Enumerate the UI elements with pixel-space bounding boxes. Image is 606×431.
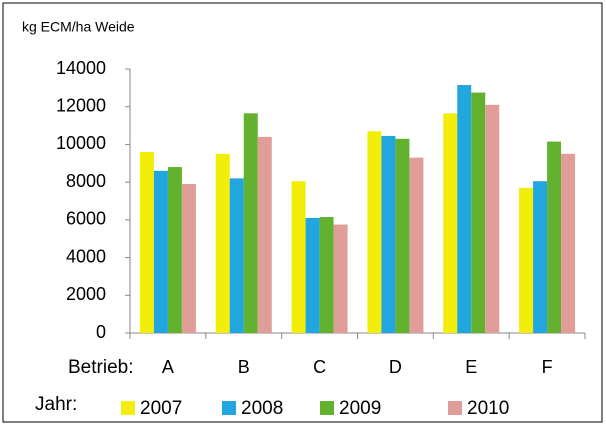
bar <box>139 151 154 333</box>
x-tick-label: F <box>542 357 553 377</box>
legend-swatch <box>222 401 236 415</box>
bar <box>457 85 472 334</box>
legend-swatch <box>121 401 135 415</box>
bar <box>167 167 182 333</box>
x-tick-label: A <box>162 357 174 377</box>
bar <box>561 153 576 333</box>
bar <box>367 131 382 333</box>
y-tick-label: 2000 <box>66 284 106 304</box>
bar <box>381 135 396 333</box>
y-tick-label: 10000 <box>56 133 106 153</box>
x-tick-label: D <box>389 357 402 377</box>
bar <box>443 113 458 333</box>
y-axis-title: kg ECM/ha Weide <box>22 19 135 35</box>
x-tick-label: C <box>313 357 326 377</box>
bar <box>471 92 486 333</box>
legend-title: Jahr: <box>35 394 77 415</box>
x-tick-label: E <box>465 357 477 377</box>
legend-swatch <box>320 401 334 415</box>
y-tick-label: 12000 <box>56 95 106 115</box>
bar <box>395 138 410 333</box>
bar <box>533 181 548 333</box>
legend-swatch <box>448 401 462 415</box>
bar <box>305 217 320 333</box>
y-tick-label: 14000 <box>56 58 106 78</box>
bar <box>153 170 168 333</box>
bar <box>319 217 334 333</box>
bar <box>181 184 196 333</box>
y-tick-label: 8000 <box>66 171 106 191</box>
legend-label: 2010 <box>467 398 509 419</box>
bar <box>485 104 500 333</box>
y-tick-label: 6000 <box>66 209 106 229</box>
bar <box>243 113 258 333</box>
x-tick-label: B <box>238 357 250 377</box>
bar <box>291 181 306 333</box>
bar <box>229 178 244 333</box>
legend-label: 2009 <box>339 398 381 419</box>
bar <box>215 153 230 333</box>
x-axis-label: Betrieb: <box>68 357 133 378</box>
bar <box>519 187 534 333</box>
legend-label: 2007 <box>140 398 182 419</box>
legend-label: 2008 <box>241 398 283 419</box>
bar <box>333 224 348 333</box>
bar <box>547 141 562 333</box>
bar <box>257 136 272 333</box>
y-tick-label: 4000 <box>66 246 106 266</box>
bar <box>409 157 424 333</box>
y-tick-label: 0 <box>96 322 106 342</box>
